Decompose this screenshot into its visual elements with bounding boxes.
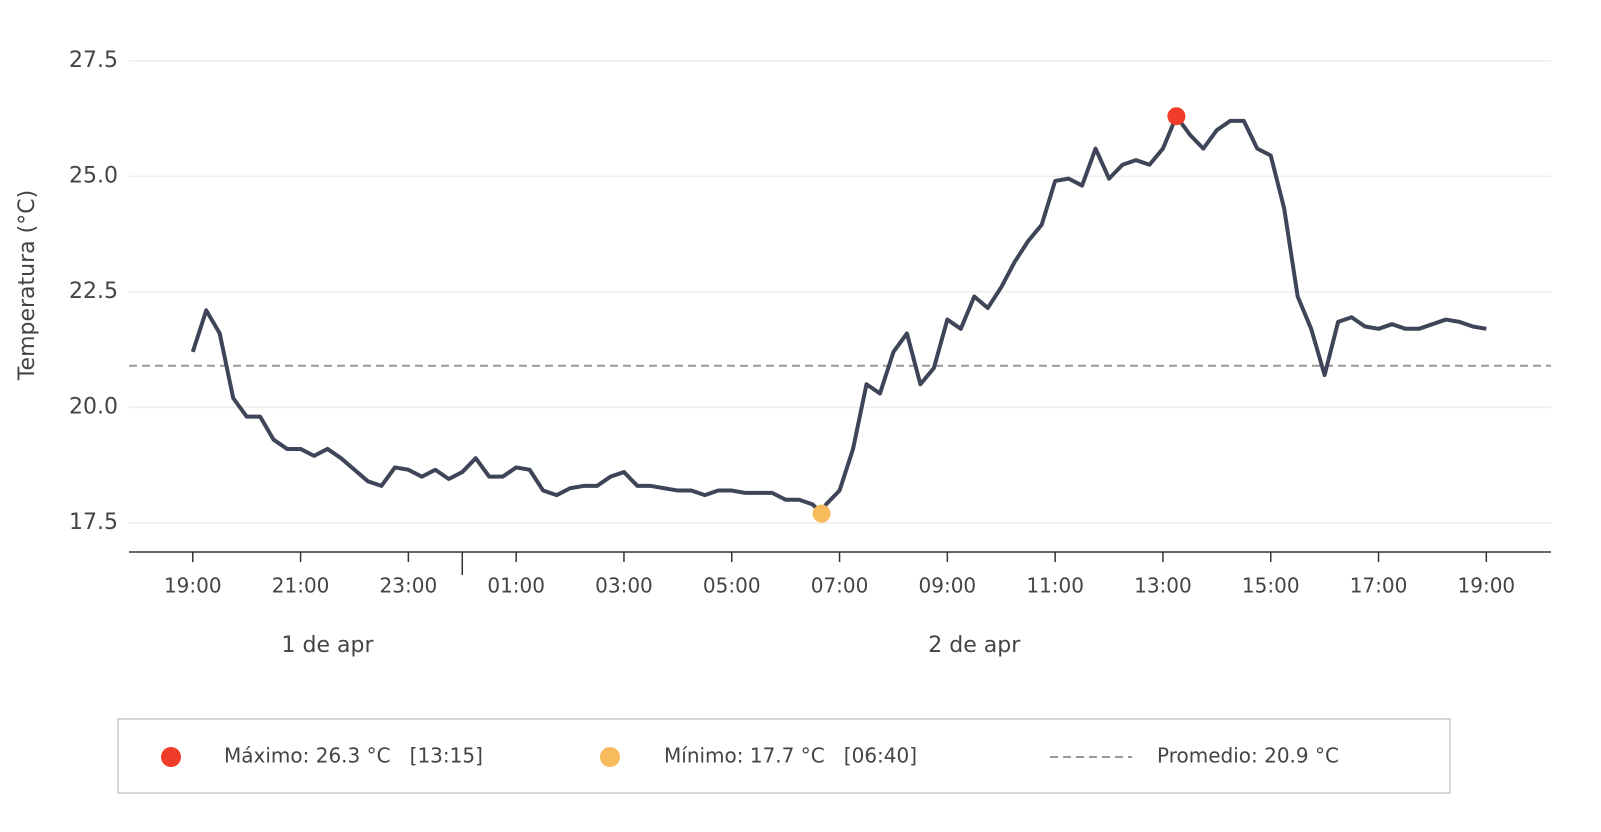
x-tick-label: 17:00 <box>1350 574 1408 598</box>
x-tick-label: 23:00 <box>380 574 438 598</box>
x-tick-label: 03:00 <box>595 574 653 598</box>
y-tick-label: 17.5 <box>69 510 118 535</box>
x-tick-label: 19:00 <box>164 574 222 598</box>
y-axis-label: Temperatura (°C) <box>15 190 40 381</box>
x-tick-label: 05:00 <box>703 574 761 598</box>
y-tick-label: 20.0 <box>69 394 118 419</box>
maximum-marker <box>1167 107 1186 126</box>
x-tick-label: 13:00 <box>1134 574 1192 598</box>
legend-box <box>117 718 1451 794</box>
x-tick-label: 15:00 <box>1242 574 1300 598</box>
y-tick-label: 25.0 <box>69 163 118 188</box>
day-label: 2 de apr <box>928 633 1021 658</box>
y-tick-label: 22.5 <box>69 279 118 304</box>
legend-max-dot <box>161 747 181 767</box>
legend-min-label: Mínimo: 17.7 °C [06:40] <box>664 744 917 768</box>
x-tick-label: 19:00 <box>1458 574 1516 598</box>
x-tick-label: 01:00 <box>487 574 545 598</box>
legend-avg-label: Promedio: 20.9 °C <box>1157 744 1339 768</box>
x-tick-label: 09:00 <box>919 574 977 598</box>
x-tick-label: 11:00 <box>1026 574 1084 598</box>
y-tick-label: 27.5 <box>69 48 118 73</box>
temperature-line <box>190 114 1487 516</box>
day-label: 1 de apr <box>282 633 375 658</box>
minimum-marker <box>812 504 831 523</box>
x-tick-label: 21:00 <box>272 574 330 598</box>
legend-max-label: Máximo: 26.3 °C [13:15] <box>224 744 483 768</box>
legend-min-dot <box>600 747 620 767</box>
x-tick-label: 07:00 <box>811 574 869 598</box>
